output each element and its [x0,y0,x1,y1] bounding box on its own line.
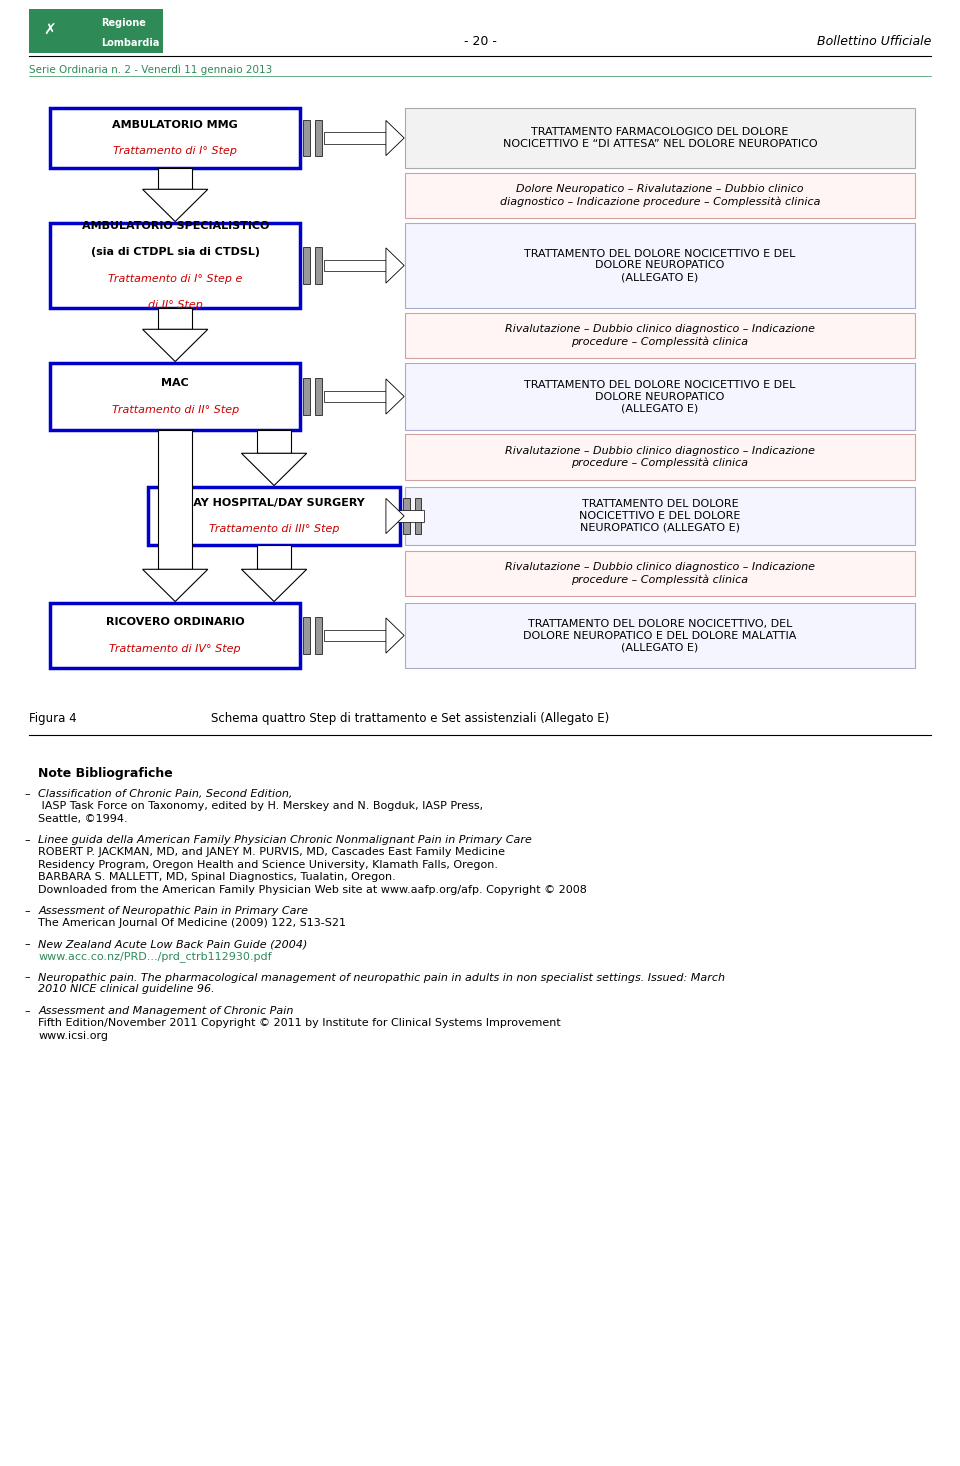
Text: Linee guida della American Family Physician Chronic Nonmalignant Pain in Primary: Linee guida della American Family Physic… [38,836,532,844]
Text: Dolore Neuropatico – Rivalutazione – Dubbio clinico
diagnostico – Indicazione pr: Dolore Neuropatico – Rivalutazione – Dub… [500,185,820,207]
FancyBboxPatch shape [405,314,915,358]
Text: MAC: MAC [161,378,189,388]
Text: Serie Ordinaria n. 2 - Venerdì 11 gennaio 2013: Serie Ordinaria n. 2 - Venerdì 11 gennai… [29,65,272,75]
FancyBboxPatch shape [405,551,915,597]
Text: –: – [24,789,30,799]
Text: Bollettino Ufficiale: Bollettino Ufficiale [817,35,931,47]
Text: Seattle, ©1994.: Seattle, ©1994. [38,814,128,824]
Text: RICOVERO ORDINARIO: RICOVERO ORDINARIO [106,617,245,627]
FancyBboxPatch shape [303,248,310,284]
Text: Residency Program, Oregon Health and Science University, Klamath Falls, Oregon.: Residency Program, Oregon Health and Sci… [38,859,498,869]
FancyBboxPatch shape [315,120,322,157]
FancyBboxPatch shape [29,9,163,53]
FancyBboxPatch shape [50,603,300,668]
FancyBboxPatch shape [50,364,300,430]
FancyBboxPatch shape [303,617,310,654]
FancyBboxPatch shape [405,223,915,308]
Polygon shape [241,569,307,601]
Text: Assessment of Neuropathic Pain in Primary Care: Assessment of Neuropathic Pain in Primar… [38,906,308,916]
FancyBboxPatch shape [50,108,300,169]
FancyBboxPatch shape [157,308,192,330]
Text: Trattamento di I° Step e: Trattamento di I° Step e [108,274,242,284]
Text: –: – [24,940,30,949]
FancyBboxPatch shape [405,434,915,479]
Text: Trattamento di III° Step: Trattamento di III° Step [209,525,339,534]
Text: (sia di CTDPL sia di CTDSL): (sia di CTDPL sia di CTDSL) [90,248,260,258]
FancyBboxPatch shape [256,430,291,453]
Text: TRATTAMENTO FARMACOLOGICO DEL DOLORE
NOCICETTIVO E “DI ATTESA” NEL DOLORE NEUROP: TRATTAMENTO FARMACOLOGICO DEL DOLORE NOC… [503,128,817,150]
Text: –: – [24,906,30,916]
FancyBboxPatch shape [324,629,386,641]
Text: IASP Task Force on Taxonomy, edited by H. Merskey and N. Bogduk, IASP Press,: IASP Task Force on Taxonomy, edited by H… [38,802,484,812]
Text: The American Journal Of Medicine (2009) 122, S13-S21: The American Journal Of Medicine (2009) … [38,918,347,928]
Text: Note Bibliografiche: Note Bibliografiche [38,767,173,780]
Text: –: – [24,1006,30,1016]
Text: AMBULATORIO MMG: AMBULATORIO MMG [112,120,238,130]
Text: Figura 4: Figura 4 [29,712,77,726]
Text: TRATTAMENTO DEL DOLORE NOCICETTIVO E DEL
DOLORE NEUROPATICO
(ALLEGATO E): TRATTAMENTO DEL DOLORE NOCICETTIVO E DEL… [524,380,796,413]
Text: Regione: Regione [101,19,146,28]
Text: ROBERT P. JACKMAN, MD, and JANEY M. PURVIS, MD, Cascades East Family Medicine: ROBERT P. JACKMAN, MD, and JANEY M. PURV… [38,847,505,858]
Polygon shape [142,330,207,362]
FancyBboxPatch shape [386,510,424,522]
Text: Trattamento di I° Step: Trattamento di I° Step [113,147,237,157]
FancyBboxPatch shape [405,173,915,218]
Polygon shape [386,378,404,413]
Text: Fifth Edition/November 2011 Copyright © 2011 by Institute for Clinical Systems I: Fifth Edition/November 2011 Copyright © … [38,1019,562,1029]
FancyBboxPatch shape [303,378,310,415]
Polygon shape [386,120,404,155]
FancyBboxPatch shape [50,223,300,308]
FancyBboxPatch shape [315,617,322,654]
FancyBboxPatch shape [256,545,291,569]
Text: DAY HOSPITAL/DAY SURGERY: DAY HOSPITAL/DAY SURGERY [183,498,365,507]
Text: New Zealand Acute Low Back Pain Guide (2004): New Zealand Acute Low Back Pain Guide (2… [38,940,308,949]
Text: di II° Step: di II° Step [148,301,203,311]
FancyBboxPatch shape [157,430,192,569]
FancyBboxPatch shape [148,487,400,545]
Text: TRATTAMENTO DEL DOLORE NOCICETTIVO E DEL
DOLORE NEUROPATICO
(ALLEGATO E): TRATTAMENTO DEL DOLORE NOCICETTIVO E DEL… [524,249,796,281]
FancyBboxPatch shape [415,497,421,534]
Polygon shape [386,617,404,652]
Text: –: – [24,972,30,982]
Polygon shape [386,248,404,283]
FancyBboxPatch shape [157,169,192,189]
Polygon shape [142,189,207,221]
FancyBboxPatch shape [403,497,410,534]
Text: Trattamento di II° Step: Trattamento di II° Step [111,405,239,415]
Polygon shape [142,569,207,601]
FancyBboxPatch shape [324,390,386,402]
Text: AMBULATORIO SPECIALISTICO: AMBULATORIO SPECIALISTICO [82,221,269,232]
Text: Neuropathic pain. The pharmacological management of neuropathic pain in adults i: Neuropathic pain. The pharmacological ma… [38,972,726,994]
Text: BARBARA S. MALLETT, MD, Spinal Diagnostics, Tualatin, Oregon.: BARBARA S. MALLETT, MD, Spinal Diagnosti… [38,872,396,883]
FancyBboxPatch shape [315,378,322,415]
FancyBboxPatch shape [324,259,386,271]
Text: TRATTAMENTO DEL DOLORE NOCICETTIVO, DEL
DOLORE NEUROPATICO E DEL DOLORE MALATTIA: TRATTAMENTO DEL DOLORE NOCICETTIVO, DEL … [523,619,797,652]
Text: Lombardia: Lombardia [101,38,159,47]
FancyBboxPatch shape [405,108,915,169]
Text: TRATTAMENTO DEL DOLORE
NOCICETTIVO E DEL DOLORE
NEUROPATICO (ALLEGATO E): TRATTAMENTO DEL DOLORE NOCICETTIVO E DEL… [579,500,741,532]
FancyBboxPatch shape [315,248,322,284]
Text: Rivalutazione – Dubbio clinico diagnostico – Indicazione
procedure – Complessità: Rivalutazione – Dubbio clinico diagnosti… [505,324,815,346]
Text: Classification of Chronic Pain, Second Edition,: Classification of Chronic Pain, Second E… [38,789,293,799]
Text: Schema quattro Step di trattamento e Set assistenziali (Allegato E): Schema quattro Step di trattamento e Set… [211,712,610,726]
FancyBboxPatch shape [324,132,386,144]
Text: Downloaded from the American Family Physician Web site at www.aafp.org/afp. Copy: Downloaded from the American Family Phys… [38,884,588,894]
Text: ✗: ✗ [43,23,57,38]
Text: –: – [24,836,30,844]
Text: Rivalutazione – Dubbio clinico diagnostico – Indicazione
procedure – Complessità: Rivalutazione – Dubbio clinico diagnosti… [505,563,815,585]
Polygon shape [386,498,404,534]
FancyBboxPatch shape [303,120,310,157]
FancyBboxPatch shape [405,603,915,668]
Text: Assessment and Management of Chronic Pain: Assessment and Management of Chronic Pai… [38,1006,294,1016]
Text: Trattamento di IV° Step: Trattamento di IV° Step [109,644,241,654]
Polygon shape [241,453,307,485]
Text: www.acc.co.nz/PRD.../prd_ctrb112930.pdf: www.acc.co.nz/PRD.../prd_ctrb112930.pdf [38,951,272,962]
FancyBboxPatch shape [405,364,915,430]
Text: - 20 -: - 20 - [464,35,496,47]
Text: www.icsi.org: www.icsi.org [38,1031,108,1041]
FancyBboxPatch shape [405,487,915,545]
Text: Rivalutazione – Dubbio clinico diagnostico – Indicazione
procedure – Complessità: Rivalutazione – Dubbio clinico diagnosti… [505,446,815,468]
